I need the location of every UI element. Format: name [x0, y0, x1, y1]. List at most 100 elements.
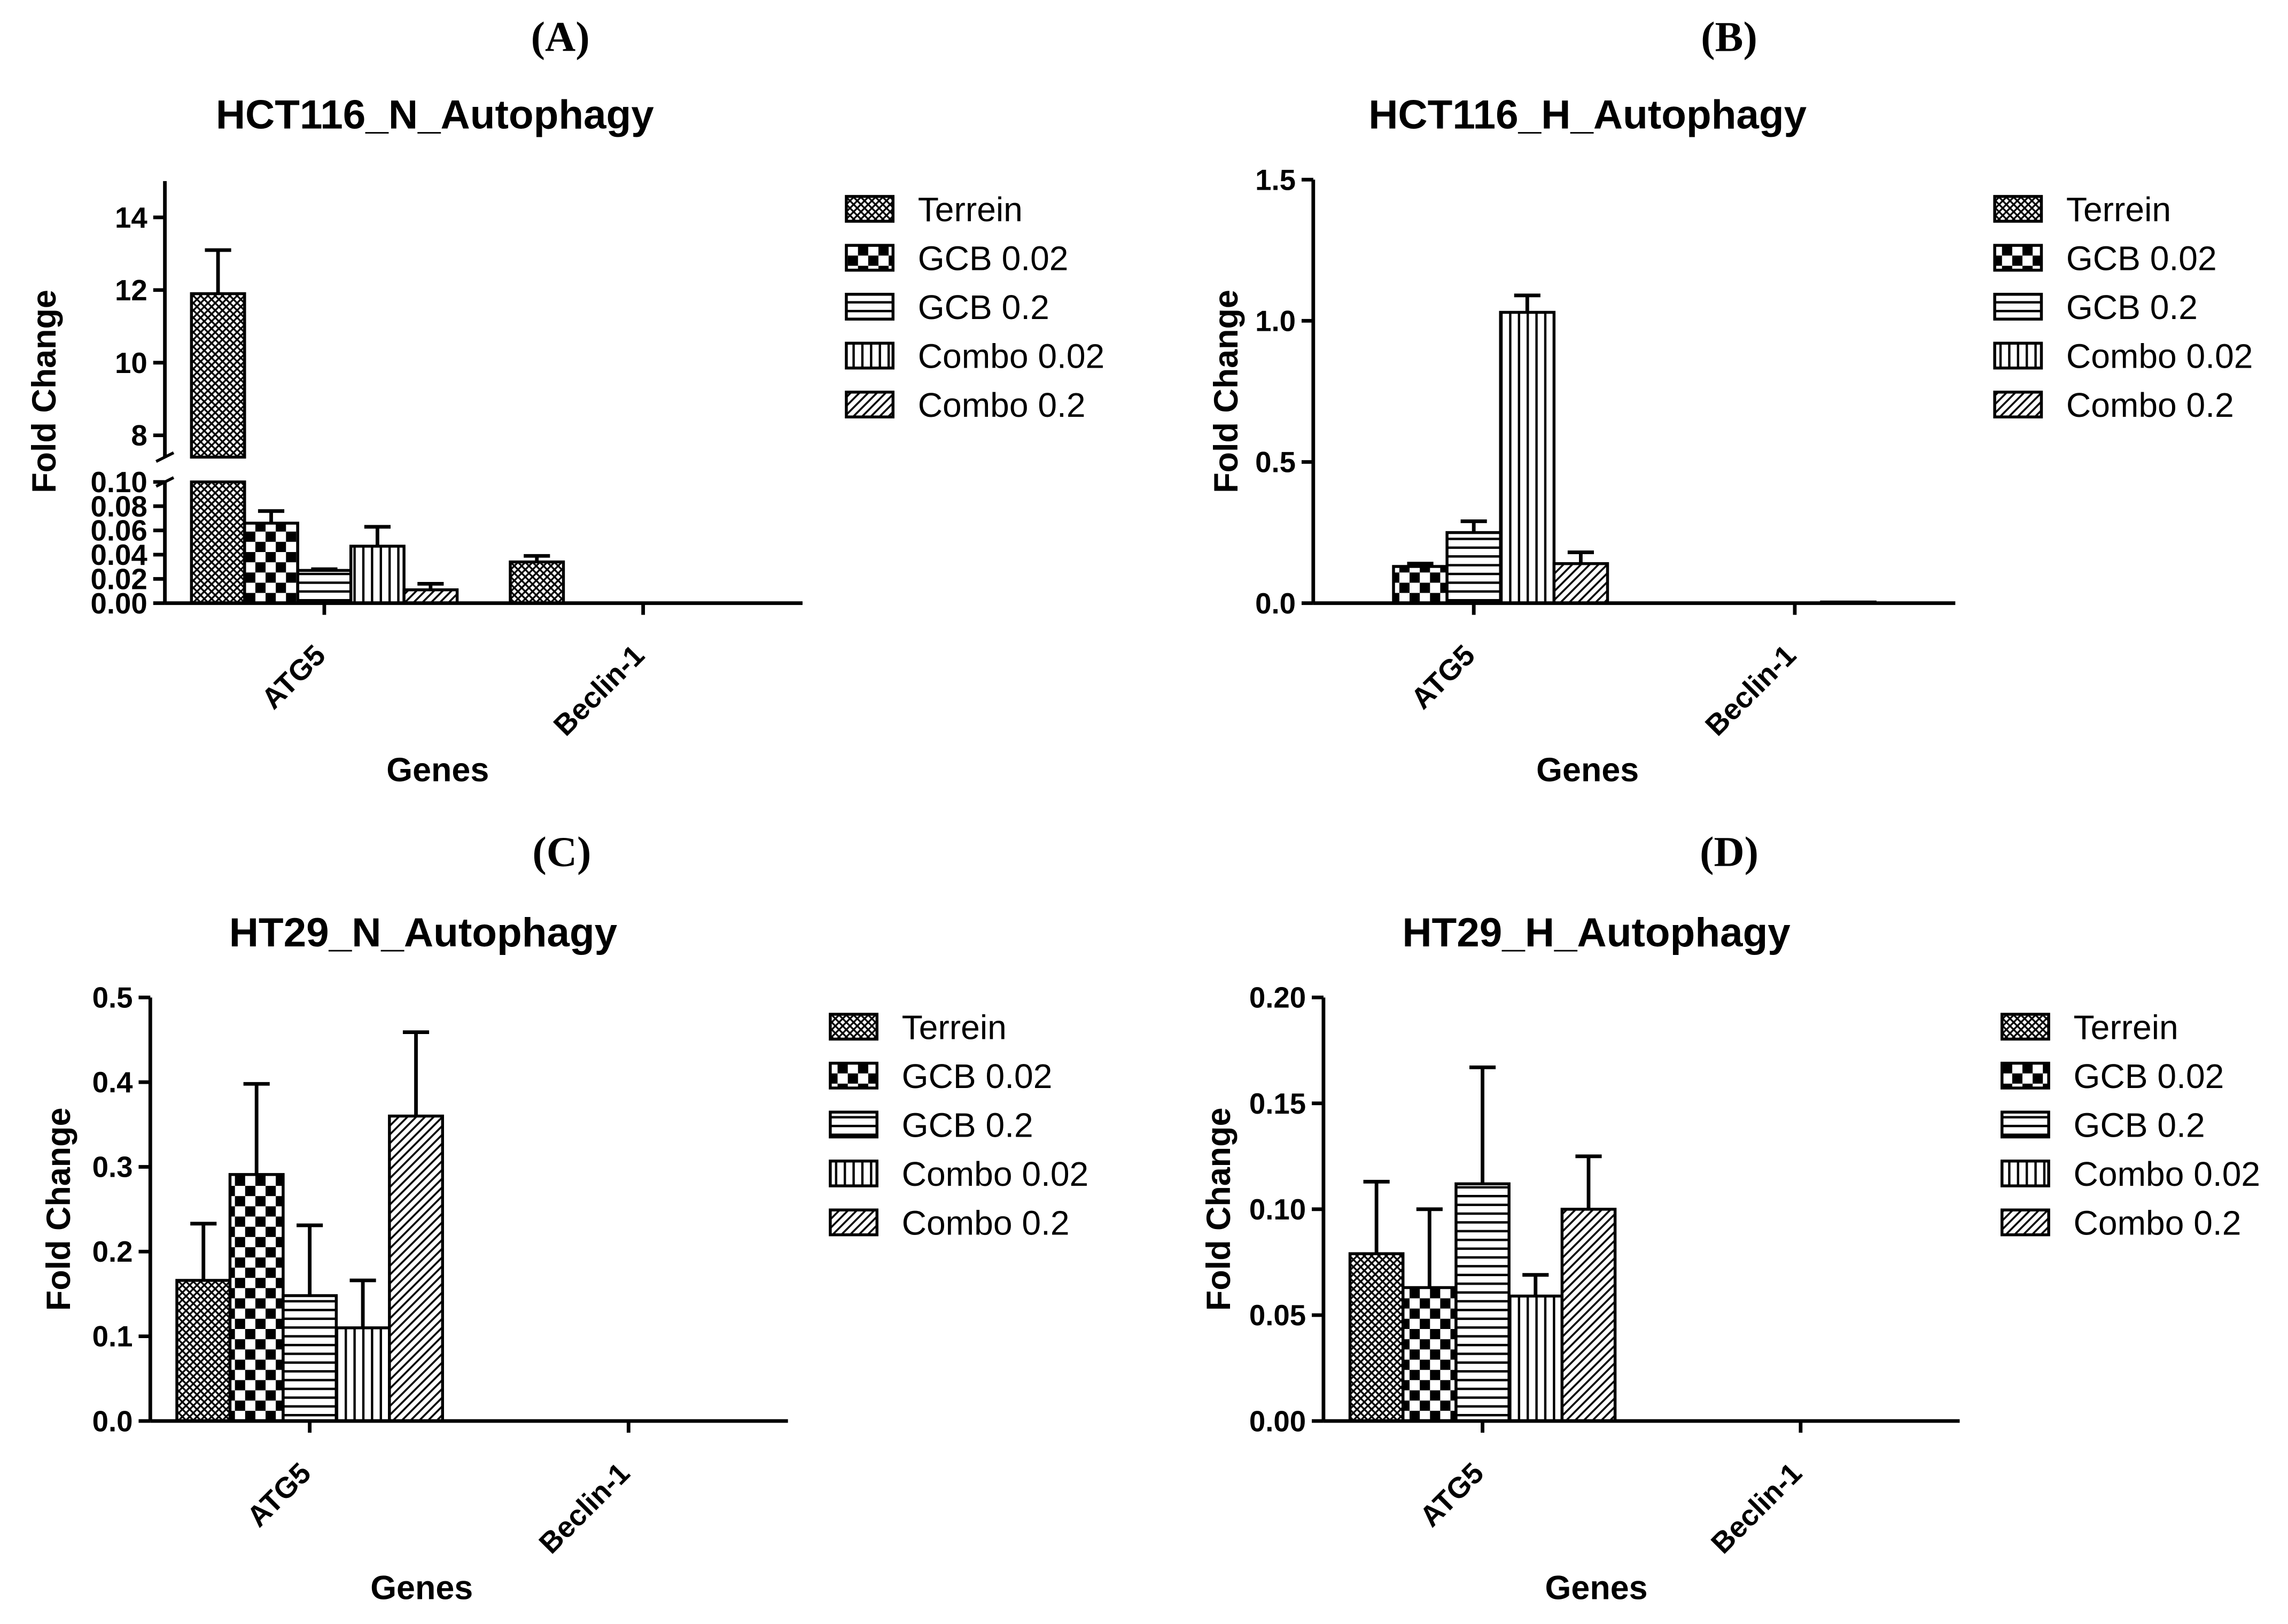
x-tick-label: Beclin-1 — [533, 1457, 636, 1560]
y-tick-label: 0.02 — [91, 563, 147, 595]
y-tick-label: 0.15 — [1249, 1087, 1306, 1120]
x-tick-label: Beclin-1 — [1699, 639, 1802, 742]
legend-swatch — [845, 341, 895, 370]
legend-swatch — [1993, 292, 2043, 321]
legend-item: GCB 0.02 — [845, 239, 1069, 278]
axis-break-mark — [155, 451, 175, 463]
y-tick-label: 10 — [115, 347, 147, 379]
legend-swatch — [1993, 341, 2043, 370]
panel-label: (A) — [531, 14, 590, 61]
x-axis-title: Genes — [1536, 751, 1639, 789]
y-tick-label: 0.00 — [91, 587, 147, 620]
legend-label: Combo 0.2 — [2074, 1204, 2242, 1242]
legend-swatch — [2001, 1110, 2050, 1139]
chart-title: HCT116_N_Autophagy — [216, 92, 654, 137]
y-tick-label: 0.0 — [1255, 587, 1296, 620]
y-tick-label: 12 — [115, 274, 147, 307]
chart-title: HT29_H_Autophagy — [1402, 910, 1791, 955]
legend-label: GCB 0.2 — [2066, 288, 2198, 327]
legend-item: GCB 0.2 — [1993, 288, 2198, 327]
bar — [509, 560, 565, 605]
legend: Terrein GCB 0.02 GCB 0.2 Combo 0.02 Combo 0.… — [845, 190, 1105, 424]
panel-label: (B) — [1701, 14, 1757, 61]
legend-swatch — [845, 244, 895, 272]
bar — [282, 1294, 338, 1423]
legend-label: Combo 0.2 — [2066, 386, 2234, 424]
legend-swatch — [829, 1110, 878, 1139]
y-axis-title: Fold Change — [40, 1108, 77, 1311]
y-tick-label: 1.0 — [1255, 305, 1296, 337]
legend-item: GCB 0.2 — [829, 1106, 1033, 1145]
legend-item: Combo 0.2 — [829, 1204, 1070, 1242]
x-tick-label: Beclin-1 — [547, 639, 650, 742]
legend-label: GCB 0.2 — [2074, 1106, 2205, 1145]
legend-swatch — [829, 1208, 878, 1237]
legend-label: GCB 0.02 — [918, 239, 1069, 278]
legend: Terrein GCB 0.02 GCB 0.2 Combo 0.02 Combo 0.… — [829, 1008, 1088, 1242]
legend-label: Terrein — [2066, 190, 2171, 229]
x-tick-label: ATG5 — [1413, 1457, 1490, 1533]
panel-label: (C) — [532, 829, 591, 876]
chart-title: HCT116_H_Autophagy — [1368, 92, 1807, 137]
x-tick-label: ATG5 — [240, 1457, 317, 1533]
bar — [1560, 1208, 1617, 1423]
x-tick-label: Beclin-1 — [1705, 1457, 1808, 1560]
legend-label: Combo 0.2 — [902, 1204, 1070, 1242]
y-tick-label: 0.08 — [91, 490, 147, 523]
y-axis-title: Fold Change — [26, 290, 63, 493]
y-tick-label: 0.2 — [92, 1236, 133, 1268]
y-tick-label: 1.5 — [1255, 164, 1296, 196]
y-tick-label: 0.00 — [1249, 1405, 1306, 1437]
legend-item: Combo 0.02 — [2001, 1155, 2261, 1193]
x-axis-title: Genes — [1545, 1569, 1648, 1607]
legend-swatch — [845, 292, 895, 321]
bar — [1348, 1252, 1405, 1423]
legend-item: Terrein — [2001, 1008, 2178, 1046]
legend-item: Terrein — [845, 190, 1023, 229]
chart-panel-b: (B) HCT116_H_Autophagy Fold Change Genes 0.0… — [1208, 14, 2253, 789]
legend-item: Combo 0.2 — [845, 386, 1086, 424]
legend-label: GCB 0.02 — [2066, 239, 2217, 278]
legend-item: Combo 0.02 — [845, 337, 1105, 376]
legend-label: Terrein — [2074, 1008, 2178, 1046]
bar — [228, 1173, 285, 1423]
x-axis-title: Genes — [370, 1569, 473, 1607]
legend-item: GCB 0.02 — [2001, 1057, 2224, 1095]
y-axis-title: Fold Change — [1208, 290, 1245, 493]
y-tick-label: 8 — [131, 419, 147, 452]
legend-item: GCB 0.02 — [1993, 239, 2217, 278]
y-tick-label: 0.04 — [91, 539, 148, 571]
legend-label: Combo 0.02 — [918, 337, 1105, 376]
legend-label: Terrein — [918, 190, 1023, 229]
y-tick-label: 0.4 — [92, 1066, 134, 1099]
legend-swatch — [829, 1013, 878, 1041]
y-tick-label: 0.5 — [1255, 446, 1296, 479]
bar — [296, 569, 353, 605]
legend-swatch — [2001, 1013, 2050, 1041]
legend-label: GCB 0.2 — [902, 1106, 1033, 1145]
legend-label: Combo 0.02 — [2066, 337, 2253, 376]
y-tick-label: 14 — [115, 201, 147, 234]
x-tick-label: ATG5 — [1405, 639, 1481, 715]
chart-panel-d: (D) HT29_H_Autophagy Fold Change Genes 0.00 0… — [1200, 829, 2260, 1607]
legend-label: Terrein — [902, 1008, 1007, 1046]
legend-swatch — [829, 1061, 878, 1090]
legend-swatch — [845, 195, 895, 223]
y-tick-label: 0.0 — [92, 1405, 133, 1437]
x-axis-title: Genes — [386, 751, 489, 789]
legend: Terrein GCB 0.02 GCB 0.2 Combo 0.02 Combo 0.… — [1993, 190, 2253, 424]
legend-swatch — [829, 1159, 878, 1187]
y-tick-label: 0.1 — [92, 1320, 133, 1353]
legend-item: Terrein — [829, 1008, 1007, 1046]
legend-item: Combo 0.2 — [1993, 386, 2234, 424]
panel-label: (D) — [1700, 829, 1758, 876]
y-tick-label: 0.20 — [1249, 982, 1306, 1014]
y-tick-label: 0.06 — [91, 515, 147, 547]
legend-label: Combo 0.02 — [2074, 1155, 2261, 1193]
legend-item: Combo 0.02 — [829, 1155, 1088, 1193]
legend-swatch — [1993, 244, 2043, 272]
y-tick-label: 0.10 — [91, 466, 147, 499]
legend-label: Combo 0.2 — [918, 386, 1086, 424]
bar-lower-segment — [190, 480, 246, 605]
bar — [1454, 1182, 1511, 1423]
